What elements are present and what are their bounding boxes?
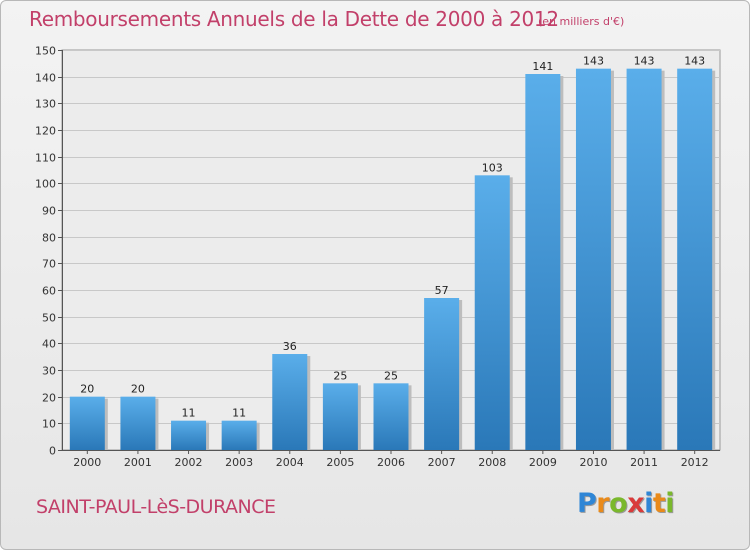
x-tick-label: 2008 [478, 456, 506, 469]
y-tick-label: 10 [42, 418, 56, 431]
logo-letter: x [627, 488, 645, 519]
bar-2006 [373, 383, 409, 450]
data-label: 25 [333, 369, 347, 382]
y-tick-label: 130 [35, 98, 56, 111]
y-tick-label: 140 [35, 72, 56, 85]
y-tick-label: 0 [49, 445, 56, 458]
logo-letter: i [644, 488, 653, 519]
y-tick-label: 110 [35, 152, 56, 165]
bar-2002 [171, 420, 207, 450]
proxiti-logo: Proxiti [577, 488, 675, 519]
bar-2004 [272, 354, 308, 450]
data-label: 141 [532, 60, 553, 73]
y-tick-label: 150 [35, 45, 56, 58]
bar-2003 [221, 420, 257, 450]
data-label: 57 [435, 284, 449, 297]
data-label: 20 [80, 383, 94, 396]
x-tick-label: 2000 [73, 456, 101, 469]
bar-2005 [322, 383, 358, 450]
logo-letter: t [652, 488, 666, 519]
data-label: 143 [684, 55, 705, 68]
logo-letter: o [609, 488, 628, 519]
logo-letter: P [577, 488, 597, 519]
bar-layer [69, 68, 716, 451]
label-layer: 20 20 11 11 36 25 25 57 103 141 143 143 143 [80, 55, 705, 420]
x-tick-label: 2001 [124, 456, 152, 469]
data-label: 143 [583, 55, 604, 68]
x-tick-label: 2004 [276, 456, 304, 469]
y-tick-label: 100 [35, 178, 56, 191]
data-label: 11 [232, 407, 246, 420]
logo-letter: r [596, 488, 610, 519]
y-tick-label: 90 [42, 205, 56, 218]
y-tick-label: 60 [42, 285, 56, 298]
x-tick-label: 2007 [428, 456, 456, 469]
y-tick-label: 120 [35, 125, 56, 138]
bar-2010 [575, 68, 611, 451]
axis-layer: 0 10 20 30 40 50 60 70 80 90 100 110 120 130 140 150 200… [35, 45, 720, 469]
data-label: 36 [283, 340, 297, 353]
data-label: 20 [131, 383, 145, 396]
y-tick-label: 40 [42, 338, 56, 351]
x-tick-label: 2002 [175, 456, 203, 469]
x-tick-label: 2009 [529, 456, 557, 469]
data-label: 11 [182, 407, 196, 420]
x-tick-label: 2005 [326, 456, 354, 469]
bar-2009 [525, 74, 561, 450]
x-tick-label: 2011 [630, 456, 658, 469]
bar-2012 [677, 68, 713, 451]
y-tick-label: 80 [42, 232, 56, 245]
y-tick-label: 20 [42, 392, 56, 405]
logo-letter: i [665, 488, 675, 519]
x-tick-label: 2012 [681, 456, 709, 469]
data-label: 103 [482, 161, 503, 174]
chart-subtitle: (en milliers d'€) [538, 15, 625, 28]
commune-name: SAINT-PAUL-LèS-DURANCE [36, 496, 276, 518]
x-tick-label: 2006 [377, 456, 405, 469]
data-label: 25 [384, 369, 398, 382]
bar-2001 [120, 396, 156, 450]
y-tick-label: 50 [42, 312, 56, 325]
bar-2008 [474, 175, 510, 451]
data-label: 143 [634, 55, 655, 68]
bar-2007 [424, 298, 460, 450]
bar-2011 [626, 68, 662, 451]
bar-2000 [69, 396, 105, 450]
y-tick-label: 70 [42, 258, 56, 271]
chart-title: Remboursements Annuels de la Dette de 20… [29, 7, 559, 31]
y-tick-label: 30 [42, 365, 56, 378]
x-tick-label: 2003 [225, 456, 253, 469]
x-tick-label: 2010 [579, 456, 607, 469]
